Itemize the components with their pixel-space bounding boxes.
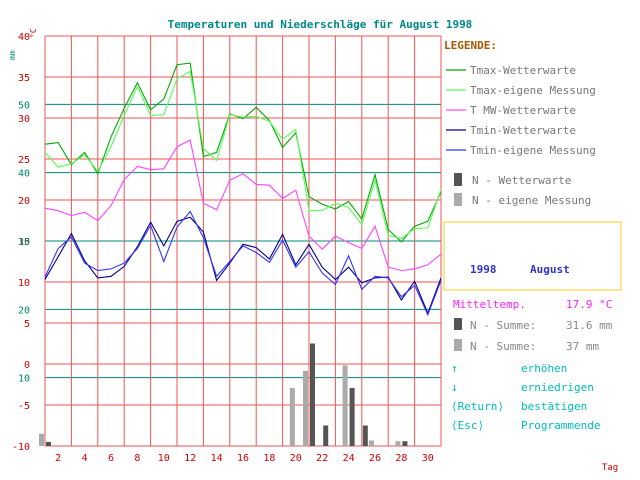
period-year: 1998 [470, 263, 497, 276]
precip-bar [362, 425, 368, 446]
legend-label: Tmin-eigene Messung [470, 144, 596, 157]
temp-tick-label: -5 [18, 401, 30, 412]
key-help: ↑ erhöhen ↓ erniedrigen ⟨Return⟩ bestätigen ⟨E… [451, 362, 600, 432]
sum1-value: 31.6 mm [566, 319, 613, 332]
period-month: August [530, 263, 570, 276]
x-tick-label: 30 [422, 453, 434, 464]
series-line [44, 139, 442, 272]
precip-bar [289, 387, 295, 446]
precip-tick-label: 50 [18, 100, 30, 111]
legend-bar-swatch [454, 193, 462, 206]
series-line [44, 62, 442, 243]
temp-tick-label: 30 [18, 114, 30, 125]
legend-label: Tmax-eigene Messung [470, 84, 596, 97]
key-action: erhöhen [521, 362, 567, 375]
temp-unit-label: °C [29, 28, 38, 38]
legend-heading: LEGENDE: [444, 39, 497, 52]
key-name: ⟨Return⟩ [451, 400, 504, 413]
temp-tick-label: 0 [24, 360, 30, 371]
x-tick-label: 18 [263, 453, 275, 464]
legend: LEGENDE: Tmax-Wetterwarte Tmax-eigene Mes… [444, 39, 596, 207]
sum2-value: 37 mm [566, 340, 599, 353]
temp-tick-label: 25 [18, 155, 30, 166]
key-action: bestätigen [521, 400, 587, 413]
x-tick-label: 14 [211, 453, 223, 464]
sum2-swatch [454, 339, 462, 351]
legend-label: T MW-Wetterwarte [470, 104, 576, 117]
series-line [44, 216, 442, 315]
precip-tick-label: 20 [18, 305, 30, 316]
precip-bar [46, 441, 51, 446]
temp-tick-label: 35 [18, 73, 30, 84]
grid-layer [44, 35, 442, 447]
x-tick-label: 4 [82, 453, 88, 464]
x-tick-label: 22 [316, 453, 328, 464]
precip-bar [323, 425, 329, 446]
x-tick-label: 8 [134, 453, 140, 464]
precip-bar [39, 433, 44, 446]
series-line [44, 70, 442, 240]
x-tick-label: 28 [395, 453, 407, 464]
x-tick-label: 2 [55, 453, 61, 464]
x-tick-label: 16 [237, 453, 249, 464]
sum1-swatch [454, 318, 462, 330]
legend-label: N - Wetterwarte [472, 174, 571, 187]
x-tick-label: 6 [108, 453, 114, 464]
precip-tick-label: 10 [18, 374, 30, 385]
precip-bar [369, 440, 374, 446]
precip-unit-label: mm [8, 50, 17, 60]
x-tick-label: 24 [343, 453, 355, 464]
temp-tick-label: 10 [18, 278, 30, 289]
precip-bar [303, 370, 308, 446]
x-tick-label: 10 [158, 453, 170, 464]
legend-label: Tmax-Wetterwarte [470, 64, 576, 77]
period-box [443, 221, 622, 291]
chart-title: Temperaturen und Niederschläge für Augus… [168, 18, 473, 31]
key-name: ↑ [451, 362, 458, 375]
series-line [44, 210, 442, 317]
sum2-label: N - Summe: [470, 340, 536, 353]
precip-bar [395, 441, 401, 446]
mean-temp-label: Mitteltemp. [453, 298, 526, 311]
key-action: erniedrigen [521, 381, 594, 394]
precip-bar [349, 387, 355, 446]
mean-temp-value: 17.9 °C [566, 298, 612, 311]
temp-tick-label: 40 [18, 32, 30, 43]
precip-bar [402, 441, 408, 446]
key-action: Programmende [521, 419, 600, 432]
key-name: ⟨Esc⟩ [451, 419, 484, 432]
temp-tick-label: -10 [12, 442, 30, 453]
legend-bar-swatch [454, 173, 462, 186]
x-tick-label: 26 [369, 453, 381, 464]
x-tick-label: 12 [184, 453, 196, 464]
temp-tick-label: 15 [18, 237, 30, 248]
precipitation-bars [39, 343, 408, 446]
precip-bar [310, 343, 315, 446]
temp-tick-label: 20 [18, 196, 30, 207]
temperature-series [44, 62, 442, 317]
precip-tick-label: 40 [18, 169, 30, 180]
precip-tick-label: 30 [18, 237, 30, 248]
key-name: ↓ [451, 381, 458, 394]
sum1-label: N - Summe: [470, 319, 536, 332]
precip-bar [342, 365, 348, 446]
x-tick-label: 20 [290, 453, 302, 464]
legend-label: Tmin-Wetterwarte [470, 124, 576, 137]
legend-label: N - eigene Messung [472, 194, 591, 207]
temp-tick-label: 5 [24, 319, 30, 330]
x-axis-label: Tag [602, 463, 618, 473]
